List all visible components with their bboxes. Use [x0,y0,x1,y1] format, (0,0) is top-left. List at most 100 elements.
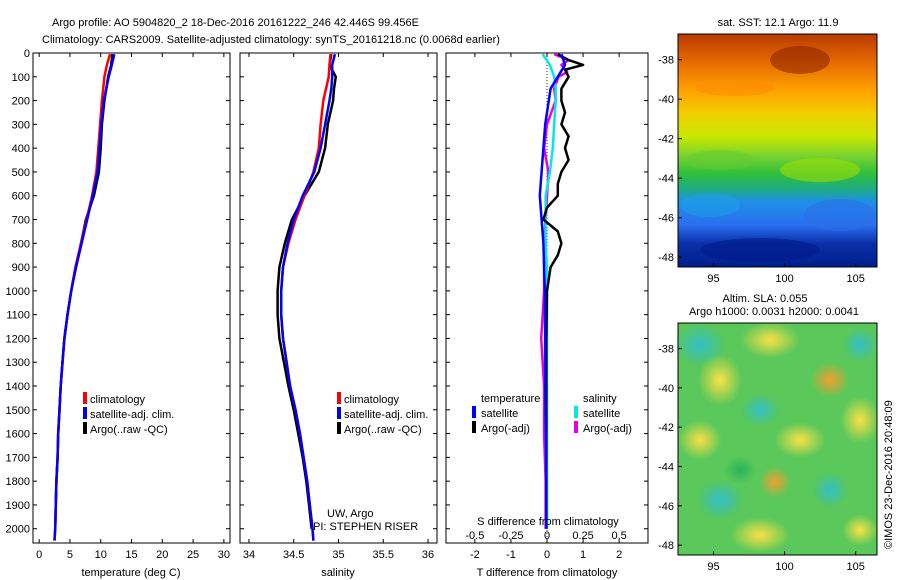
difference-legend: temperature salinity satellite Argo(-adj… [472,393,632,435]
series-line-temperature-argo-adj [542,53,585,529]
series-line-argo-raw-qc [276,53,338,529]
lon-tick-label: 100 [775,273,793,285]
t-difference-xlabel: T difference from climatology [477,567,618,579]
sst-map-panel: sat. SST: 12.1 Argo: 11.9 95 100 105 -38 -40… [658,17,878,285]
legend-argo-label: Argo(..raw -QC) [344,424,422,436]
s-difference-tick-label: -0.5 [465,530,484,542]
temperature-legend: climatology satellite-adj. clim. Argo(..… [83,392,174,436]
depth-tick-label: 1200 [6,333,30,345]
x-tick-label: 30 [218,549,230,561]
lat-tick-label: -38 [658,55,674,67]
depth-tick-label: 1800 [6,476,30,488]
depth-tick-label: 1100 [6,310,30,322]
lat-tick-label: -48 [658,252,674,264]
x-tick-label: 36 [422,549,434,561]
salinity-lines [276,53,338,541]
x-tick-label: -2 [470,549,480,561]
legend-temperature-header: temperature [481,393,540,405]
legend-s-satellite-swatch [574,406,578,418]
sla-map-blobs [674,322,880,553]
sla-map-frame [677,322,878,556]
difference-panel: -2 -1 0 1 2 S difference from climatology -0… [445,52,649,579]
legend-satellite-adj-swatch [337,407,341,419]
depth-tick-label: 1400 [6,381,30,393]
salinity-ticks: 34 34.5 35 35.5 36 [240,52,437,561]
lon-tick-label: 95 [707,561,719,573]
difference-ticks: -2 -1 0 1 2 [446,52,648,561]
x-tick-label: 35 [332,549,344,561]
x-tick-label: 35.5 [373,549,394,561]
legend-s-argo-swatch [574,421,578,433]
lon-tick-label: 100 [775,561,793,573]
legend-salinity-header: salinity [583,393,617,405]
salinity-xlabel: salinity [321,567,355,579]
depth-tick-label: 100 [12,72,30,84]
depth-tick-label: 1000 [6,286,30,298]
depth-tick-label: 200 [12,96,30,108]
x-tick-label: 34 [243,549,255,561]
depth-tick-labels: 0 100 200 300 400 500 600 700 800 900 1000 1100 1200… [6,48,30,536]
lat-tick-label: -48 [658,540,674,552]
x-tick-label: 1 [580,549,586,561]
sla-map-title-1: Altim. SLA: 0.055 [723,293,808,305]
lat-tick-label: -46 [658,501,674,513]
series-line-temperature-satellite [538,53,567,529]
series-line-satellite-adj-clim [53,53,116,541]
depth-tick-label: 800 [12,238,30,250]
depth-tick-label: 1300 [6,357,30,369]
x-tick-label: 20 [156,549,168,561]
s-difference-xlabel: S difference from climatology [477,516,619,528]
temperature-axes-frame [32,52,231,544]
legend-climatology-label: climatology [90,394,146,406]
depth-tick-label: 0 [24,48,30,60]
legend-argo-label: Argo(..raw -QC) [90,424,168,436]
salinity-legend: climatology satellite-adj. clim. Argo(..… [337,392,428,436]
legend-t-argo-swatch [472,421,476,433]
temperature-panel: 0100200300400500600700800900100011001200… [6,48,231,579]
x-tick-label: 25 [187,549,199,561]
sst-map-frame [677,33,878,268]
lon-tick-label: 95 [707,273,719,285]
lat-tick-label: -44 [658,173,674,185]
lat-tick-label: -42 [658,422,674,434]
x-tick-label: 0 [36,549,42,561]
sst-map-ticks: 95 100 105 -38 -40 -42 -44 -46 -48 [658,55,865,285]
x-tick-label: 0 [544,549,550,561]
depth-tick-label: 700 [12,215,30,227]
legend-satellite-adj-swatch [83,407,87,419]
salinity-panel: 34 34.5 35 35.5 36 salinity climatology sate… [239,52,438,579]
argo-pi-annotation: PI: STEPHEN RISER [313,521,418,533]
x-tick-label: 10 [95,549,107,561]
sst-map-texture [680,46,876,262]
lat-tick-label: -38 [658,344,674,356]
lat-tick-label: -44 [658,462,674,474]
depth-tick-label: 600 [12,191,30,203]
s-difference-tick-label: -0.25 [498,530,523,542]
s-difference-tick-label: 0.25 [572,530,593,542]
x-tick-label: 2 [616,549,622,561]
salinity-axes-frame [239,52,438,544]
s-difference-tick-labels: -0.5 -0.25 0 0.25 0.5 [465,530,626,542]
legend-argo-swatch [83,422,87,434]
x-tick-label: 15 [125,549,137,561]
temperature-xlabel: temperature (deg C) [81,567,180,579]
legend-t-satellite-swatch [472,406,476,418]
x-tick-label: 34.5 [283,549,304,561]
x-tick-label: -1 [506,549,516,561]
sla-map-panel: Altim. SLA: 0.055 Argo h1000: 0.0031 h20… [658,293,880,573]
legend-argo-swatch [337,422,341,434]
temperature-lines [53,53,116,541]
legend-satellite-adj-label: satellite-adj. clim. [344,409,428,421]
sla-map-title-2: Argo h1000: 0.0031 h2000: 0.0041 [689,306,859,318]
legend-t-satellite-label: satellite [481,408,518,420]
lat-tick-label: -42 [658,134,674,146]
x-tick-label: 5 [67,549,73,561]
depth-tick-label: 1700 [6,452,30,464]
depth-tick-label: 300 [12,119,30,131]
lat-tick-label: -46 [658,213,674,225]
depth-tick-label: 1600 [6,429,30,441]
depth-tick-label: 1500 [6,405,30,417]
sst-map-title: sat. SST: 12.1 Argo: 11.9 [718,17,839,29]
depth-tick-label: 500 [12,167,30,179]
